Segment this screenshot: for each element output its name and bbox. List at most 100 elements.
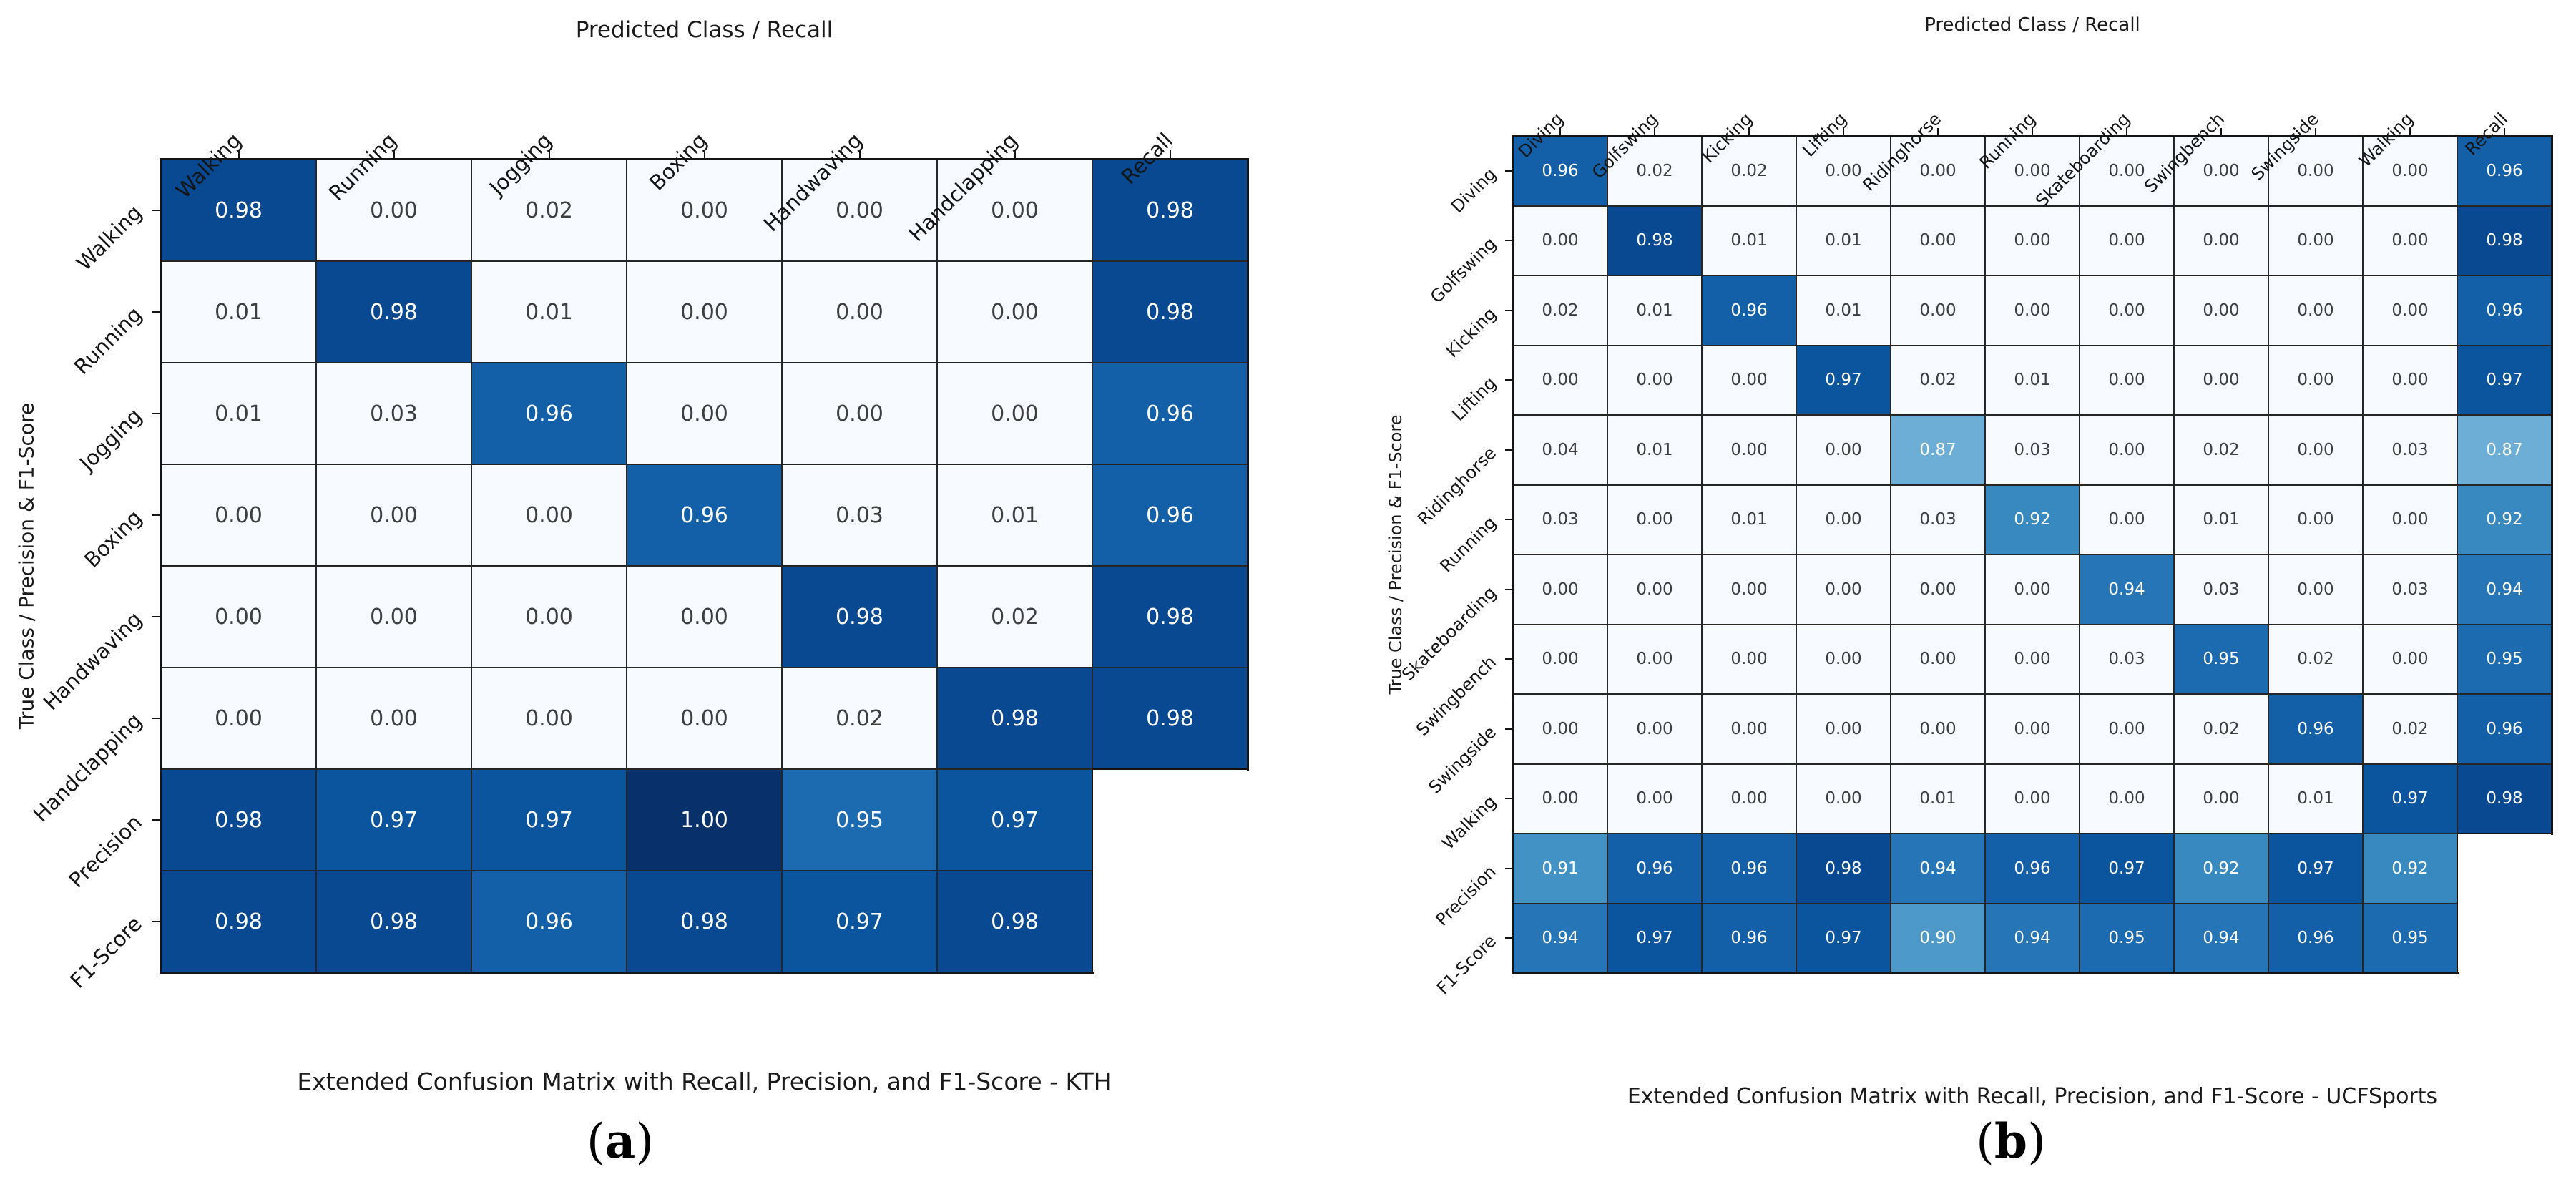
axis-spine [1092,769,1093,972]
heatmap-cell-Walking-Swingbench: 0.00 [2174,763,2268,834]
heatmap-cell-Handclapping-Handwaving: 0.02 [782,668,937,769]
heatmap-cell-Precision-Skateboarding: 0.97 [2080,834,2174,904]
heatmap-cell-Ridinghorse-Diving: 0.04 [1513,415,1607,485]
x-tick-mark [858,150,861,159]
y-tick-label: Precision [64,809,147,893]
y-tick-mark [152,311,160,313]
heatmap-cell-Diving-Lifting: 0.00 [1796,136,1891,206]
heatmap-cell-Precision-Golfswing: 0.96 [1607,834,1702,904]
heatmap-cell-Jogging-Jogging: 0.96 [471,363,627,464]
x-tick-mark [548,150,550,159]
y-tick-mark [152,718,160,719]
y-tick-mark [152,819,160,821]
x-tick-mark [703,150,705,159]
heatmap-cell-Walking-Ridinghorse: 0.01 [1891,763,1985,834]
panel-label-text: ) [635,1114,655,1169]
heatmap-cell-Handwaving-Walking: 0.00 [161,566,316,668]
y-tick-mark [152,921,160,922]
y-tick-mark [1505,449,1512,451]
heatmap-cell-Swingside-Swingbench: 0.02 [2174,694,2268,764]
y-tick-label: Swingside [1424,721,1500,798]
heatmap-cell-Precision-Walking: 0.98 [161,769,316,871]
heatmap-cell-Ridinghorse-Recall: 0.87 [2457,415,2552,485]
heatmap-cell-Skateboarding-Swingbench: 0.03 [2174,554,2268,625]
heatmap-cell-Walking-Lifting: 0.00 [1796,763,1891,834]
heatmap-cell-Golfswing-Running: 0.00 [1985,205,2080,275]
heatmap-cell-Boxing-Recall: 0.96 [1092,464,1248,566]
heatmap-cell-Swingbench-Recall: 0.95 [2457,624,2552,694]
heatmap-cell-Lifting-Running: 0.01 [1985,345,2080,415]
heatmap-cell-Precision-Jogging: 0.97 [471,769,627,871]
y-tick-label: Lifting [1448,373,1500,425]
y-tick-mark [1505,937,1512,939]
panel-a-y-axis-title: True Class / Precision & F1-Score [14,402,39,730]
panel-b-y-axis-title: True Class / Precision & F1-Score [1386,414,1406,695]
heatmap-cell-Jogging-Running: 0.03 [316,363,471,464]
heatmap-cell-Golfswing-Swingside: 0.00 [2268,205,2363,275]
heatmap-cell-Walking-Handclapping: 0.00 [937,160,1092,261]
heatmap-cell-Precision-Running: 0.96 [1985,834,2080,904]
axis-spine [160,158,1249,160]
heatmap-cell-Skateboarding-Running: 0.00 [1985,554,2080,625]
axis-spine [2551,135,2553,835]
heatmap-cell-Swingbench-Diving: 0.00 [1513,624,1607,694]
heatmap-cell-Swingside-Lifting: 0.00 [1796,694,1891,764]
heatmap-cell-Walking-Swingside: 0.01 [2268,763,2363,834]
heatmap-cell-Walking-Handwaving: 0.00 [782,160,937,261]
heatmap-cell-Diving-Skateboarding: 0.00 [2080,136,2174,206]
heatmap-cell-F1-Score-Golfswing: 0.97 [1607,903,1702,973]
panel-label-text: ( [586,1114,605,1169]
heatmap-cell-Boxing-Boxing: 0.96 [627,464,782,566]
heatmap-cell-Precision-Kicking: 0.96 [1702,834,1796,904]
heatmap-cell-Boxing-Jogging: 0.00 [471,464,627,566]
y-tick-label: Running [1436,512,1500,577]
y-tick-label: Handwaving [38,606,147,715]
heatmap-cell-F1-Score-Skateboarding: 0.95 [2080,903,2174,973]
x-tick-mark [393,150,395,159]
heatmap-cell-F1-Score-Running: 0.94 [1985,903,2080,973]
x-tick-mark [2315,128,2316,135]
heatmap-cell-Skateboarding-Recall: 0.94 [2457,554,2552,625]
heatmap-cell-Walking-Kicking: 0.00 [1702,763,1796,834]
heatmap-cell-Jogging-Boxing: 0.00 [627,363,782,464]
heatmap-cell-Diving-Ridinghorse: 0.00 [1891,136,1985,206]
heatmap-cell-Golfswing-Kicking: 0.01 [1702,205,1796,275]
heatmap-cell-F1-Score-Handwaving: 0.97 [782,871,937,972]
axis-spine [160,158,162,974]
heatmap-cell-Precision-Running: 0.97 [316,769,471,871]
heatmap-cell-Kicking-Kicking: 0.96 [1702,275,1796,346]
heatmap-cell-Skateboarding-Swingside: 0.00 [2268,554,2363,625]
heatmap-cell-Walking-Running: 0.00 [1985,763,2080,834]
y-tick-label: Boxing [79,504,147,572]
heatmap-cell-Ridinghorse-Ridinghorse: 0.87 [1891,415,1985,485]
heatmap-cell-Lifting-Swingbench: 0.00 [2174,345,2268,415]
heatmap-cell-Skateboarding-Walking: 0.03 [2363,554,2457,625]
heatmap-cell-Golfswing-Walking: 0.00 [2363,205,2457,275]
y-tick-mark [1505,867,1512,869]
heatmap-cell-Handwaving-Handwaving: 0.98 [782,566,937,668]
heatmap-cell-Running-Skateboarding: 0.00 [2080,484,2174,554]
heatmap-cell-Walking-Recall: 0.98 [2457,763,2552,834]
heatmap-cell-Handwaving-Boxing: 0.00 [627,566,782,668]
y-tick-mark [152,616,160,617]
panel-b-heatmap: 0.96 0.02 0.02 0.00 0.00 0.00 0.00 0.00 0.00 0.00… [1398,109,2553,998]
heatmap-cell-F1-Score-Jogging: 0.96 [471,871,627,972]
heatmap-cell-Running-Swingside: 0.00 [2268,484,2363,554]
heatmap-cell-Swingbench-Swingside: 0.02 [2268,624,2363,694]
y-tick-label: Precision [1431,861,1500,930]
heatmap-cell-Ridinghorse-Kicking: 0.00 [1702,415,1796,485]
y-tick-label: Handclapping [28,708,147,827]
heatmap-cell-Handwaving-Jogging: 0.00 [471,566,627,668]
heatmap-cell-Lifting-Diving: 0.00 [1513,345,1607,415]
heatmap-cell-Ridinghorse-Skateboarding: 0.00 [2080,415,2174,485]
heatmap-cell-Skateboarding-Kicking: 0.00 [1702,554,1796,625]
heatmap-cell-Ridinghorse-Lifting: 0.00 [1796,415,1891,485]
heatmap-cell-Swingside-Recall: 0.96 [2457,694,2552,764]
heatmap-cell-Ridinghorse-Swingside: 0.00 [2268,415,2363,485]
heatmap-cell-Swingbench-Kicking: 0.00 [1702,624,1796,694]
heatmap-cell-Running-Handwaving: 0.00 [782,261,937,363]
heatmap-cell-Kicking-Swingside: 0.00 [2268,275,2363,346]
heatmap-cell-F1-Score-Running: 0.98 [316,871,471,972]
y-tick-mark [152,413,160,414]
